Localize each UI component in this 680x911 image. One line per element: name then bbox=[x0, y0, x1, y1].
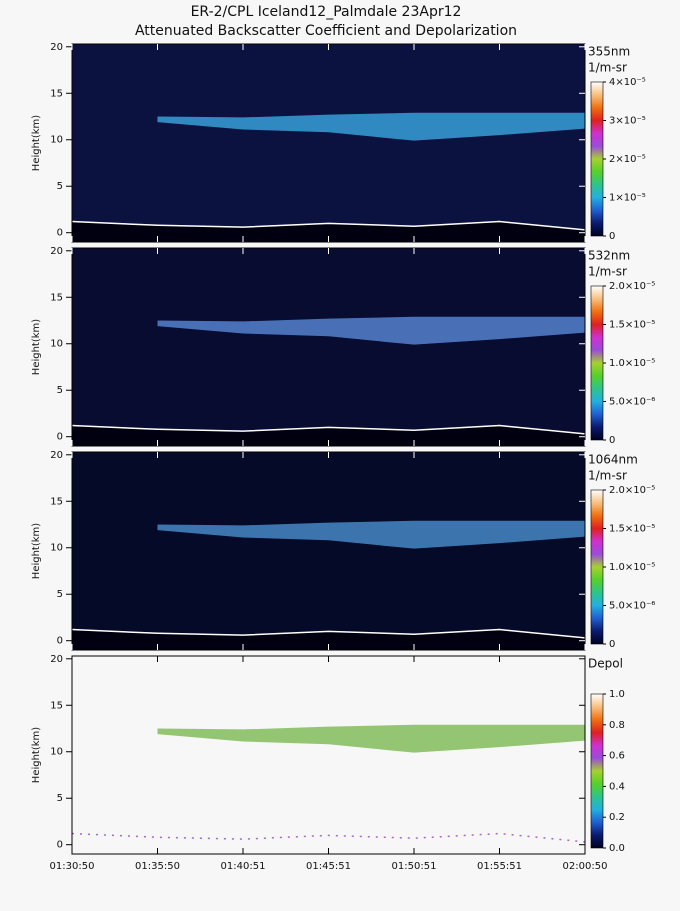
colorbar-tick-label: 5.0×10⁻⁶ bbox=[609, 397, 655, 408]
channel-label: 355nm bbox=[588, 45, 630, 59]
y-tick-label: 5 bbox=[57, 589, 63, 600]
colorbar-tick-label: 0 bbox=[609, 639, 615, 650]
colorbar-tick-label: 1.0×10⁻⁵ bbox=[609, 562, 655, 573]
y-tick-label: 15 bbox=[50, 88, 63, 99]
y-tick-label: 0 bbox=[57, 840, 63, 851]
y-tick-label: 10 bbox=[50, 747, 63, 758]
y-tick-label: 5 bbox=[57, 181, 63, 192]
y-axis-label: Height(km) bbox=[31, 727, 42, 783]
colorbar-tick-label: 2×10⁻⁵ bbox=[609, 154, 646, 165]
channel-label: 1064nm bbox=[588, 453, 638, 467]
colorbar-tick-label: 0.6 bbox=[609, 751, 625, 762]
plot-background bbox=[72, 248, 585, 446]
cloud-layer bbox=[157, 520, 585, 549]
channel-label: Depol bbox=[588, 657, 623, 671]
x-tick-label: 01:50:51 bbox=[392, 861, 437, 872]
colorbar-tick-label: 1.5×10⁻⁵ bbox=[609, 320, 655, 331]
units-label: 1/m-sr bbox=[588, 265, 627, 279]
y-axis-label: Height(km) bbox=[31, 319, 42, 375]
x-tick-label: 01:40:51 bbox=[221, 861, 266, 872]
colorbar bbox=[590, 489, 604, 645]
surface-line bbox=[71, 628, 586, 639]
y-tick-label: 20 bbox=[50, 246, 63, 257]
colorbar bbox=[590, 81, 604, 237]
y-tick-label: 0 bbox=[57, 432, 63, 443]
colorbar-tick-label: 1.0×10⁻⁵ bbox=[609, 358, 655, 369]
colorbar-tick-label: 4×10⁻⁵ bbox=[609, 77, 646, 88]
x-tick-label: 02:00:50 bbox=[563, 861, 608, 872]
cloud-layer bbox=[157, 724, 585, 753]
colorbar-tick-label: 2.0×10⁻⁵ bbox=[609, 281, 655, 292]
y-tick-label: 10 bbox=[50, 135, 63, 146]
colorbar-tick-label: 1×10⁻⁵ bbox=[609, 193, 646, 204]
cloud-layer bbox=[157, 316, 585, 345]
units-label: 1/m-sr bbox=[588, 61, 627, 75]
plot-background bbox=[72, 452, 585, 650]
chart-subtitle: Attenuated Backscatter Coefficient and D… bbox=[135, 23, 517, 39]
y-tick-label: 10 bbox=[50, 543, 63, 554]
surface-line bbox=[71, 424, 586, 435]
y-axis-label: Height(km) bbox=[31, 523, 42, 579]
y-tick-label: 0 bbox=[57, 636, 63, 647]
colorbar-tick-label: 0 bbox=[609, 435, 615, 446]
x-tick-label: 01:45:51 bbox=[306, 861, 351, 872]
y-tick-label: 0 bbox=[57, 228, 63, 239]
y-tick-label: 10 bbox=[50, 339, 63, 350]
colorbar-tick-label: 3×10⁻⁵ bbox=[609, 116, 646, 127]
units-label: 1/m-sr bbox=[588, 469, 627, 483]
colorbar-tick-label: 2.0×10⁻⁵ bbox=[609, 485, 655, 496]
colorbar-tick-label: 1.5×10⁻⁵ bbox=[609, 524, 655, 535]
colorbar-tick-label: 0.2 bbox=[609, 812, 625, 823]
y-tick-label: 20 bbox=[50, 450, 63, 461]
y-tick-label: 20 bbox=[50, 42, 63, 53]
colorbar bbox=[590, 693, 604, 849]
y-tick-label: 15 bbox=[50, 700, 63, 711]
cloud-layer bbox=[157, 112, 585, 141]
y-tick-label: 5 bbox=[57, 793, 63, 804]
y-tick-label: 5 bbox=[57, 385, 63, 396]
x-tick-label: 01:35:50 bbox=[135, 861, 180, 872]
colorbar-tick-label: 0.4 bbox=[609, 781, 625, 792]
surface-line bbox=[71, 832, 586, 843]
x-tick-label: 01:55:51 bbox=[477, 861, 522, 872]
colorbar-tick-label: 0 bbox=[609, 231, 615, 242]
y-axis-label: Height(km) bbox=[31, 115, 42, 171]
plot-background bbox=[72, 44, 585, 242]
colorbar-tick-label: 0.0 bbox=[609, 843, 625, 854]
y-tick-label: 15 bbox=[50, 496, 63, 507]
plot-background bbox=[72, 656, 585, 854]
colorbar-tick-label: 0.8 bbox=[609, 720, 625, 731]
channel-label: 532nm bbox=[588, 249, 630, 263]
x-tick-label: 01:30:50 bbox=[50, 861, 95, 872]
y-tick-label: 15 bbox=[50, 292, 63, 303]
surface-line bbox=[71, 220, 586, 231]
colorbar bbox=[590, 285, 604, 441]
y-tick-label: 20 bbox=[50, 654, 63, 665]
colorbar-tick-label: 1.0 bbox=[609, 689, 625, 700]
colorbar-tick-label: 5.0×10⁻⁶ bbox=[609, 601, 655, 612]
chart-title: ER-2/CPL Iceland12_Palmdale 23Apr12 bbox=[191, 4, 462, 20]
